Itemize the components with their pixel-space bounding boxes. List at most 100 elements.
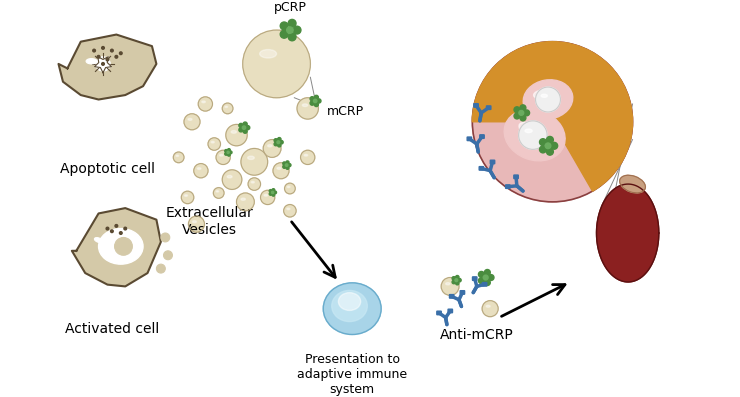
Ellipse shape <box>220 154 223 156</box>
Ellipse shape <box>248 156 255 160</box>
Circle shape <box>297 98 318 119</box>
Circle shape <box>514 107 520 113</box>
Circle shape <box>452 280 456 284</box>
Ellipse shape <box>287 186 290 187</box>
Circle shape <box>71 74 81 85</box>
Circle shape <box>483 275 488 280</box>
Ellipse shape <box>525 129 532 133</box>
Circle shape <box>227 153 230 156</box>
Ellipse shape <box>176 155 178 156</box>
Ellipse shape <box>338 293 360 310</box>
Circle shape <box>472 42 633 202</box>
Ellipse shape <box>251 181 255 183</box>
Circle shape <box>524 110 530 116</box>
Circle shape <box>441 278 459 295</box>
Circle shape <box>110 230 113 233</box>
Circle shape <box>539 146 546 153</box>
Circle shape <box>208 138 221 150</box>
Polygon shape <box>596 184 659 282</box>
Ellipse shape <box>184 195 187 197</box>
Circle shape <box>181 191 194 204</box>
FancyBboxPatch shape <box>491 160 495 164</box>
Circle shape <box>156 264 165 273</box>
Circle shape <box>164 251 172 260</box>
Circle shape <box>520 105 526 111</box>
Circle shape <box>263 140 281 157</box>
Circle shape <box>194 164 208 178</box>
Circle shape <box>456 276 459 279</box>
Circle shape <box>283 204 296 217</box>
Circle shape <box>283 162 286 165</box>
Ellipse shape <box>486 305 490 307</box>
FancyBboxPatch shape <box>472 277 477 280</box>
Circle shape <box>539 139 546 146</box>
Circle shape <box>272 193 275 196</box>
Ellipse shape <box>504 110 565 161</box>
Ellipse shape <box>287 208 290 210</box>
Circle shape <box>288 19 296 27</box>
Text: pCRP: pCRP <box>274 1 306 14</box>
Circle shape <box>482 301 498 317</box>
Circle shape <box>101 46 104 49</box>
Text: Extracellular
Vesicles: Extracellular Vesicles <box>166 206 254 237</box>
Text: Anti-mCRP: Anti-mCRP <box>440 328 514 342</box>
Ellipse shape <box>216 191 219 192</box>
Circle shape <box>551 143 558 149</box>
FancyBboxPatch shape <box>480 135 484 139</box>
Circle shape <box>92 49 95 52</box>
Circle shape <box>310 97 314 101</box>
Circle shape <box>310 101 314 105</box>
Ellipse shape <box>268 145 272 147</box>
Circle shape <box>273 163 289 179</box>
Circle shape <box>293 26 301 34</box>
Circle shape <box>110 49 113 52</box>
Circle shape <box>547 148 554 155</box>
Circle shape <box>213 188 224 198</box>
Circle shape <box>479 272 484 278</box>
Circle shape <box>246 125 250 130</box>
Circle shape <box>243 129 247 133</box>
FancyBboxPatch shape <box>448 309 452 313</box>
Circle shape <box>248 178 260 190</box>
Ellipse shape <box>304 154 308 156</box>
Circle shape <box>241 148 268 175</box>
Circle shape <box>226 124 247 146</box>
Circle shape <box>243 30 310 98</box>
Circle shape <box>239 123 243 127</box>
Polygon shape <box>58 35 156 100</box>
Circle shape <box>237 193 255 211</box>
Circle shape <box>288 164 291 167</box>
Circle shape <box>485 270 491 276</box>
Ellipse shape <box>619 175 645 193</box>
Ellipse shape <box>192 221 196 223</box>
Ellipse shape <box>332 291 367 322</box>
Circle shape <box>285 183 295 194</box>
Circle shape <box>272 191 274 194</box>
Circle shape <box>225 152 227 155</box>
FancyBboxPatch shape <box>486 106 491 110</box>
Circle shape <box>274 139 278 142</box>
Ellipse shape <box>260 50 277 58</box>
Circle shape <box>277 141 280 144</box>
Circle shape <box>96 57 110 71</box>
Circle shape <box>101 63 104 65</box>
Polygon shape <box>72 208 161 286</box>
Ellipse shape <box>202 101 206 103</box>
Circle shape <box>314 99 317 102</box>
Circle shape <box>317 99 321 103</box>
Circle shape <box>288 33 296 41</box>
Ellipse shape <box>98 229 143 264</box>
Ellipse shape <box>264 195 268 196</box>
Polygon shape <box>95 57 112 73</box>
Circle shape <box>216 150 230 164</box>
Ellipse shape <box>231 131 237 133</box>
Circle shape <box>278 137 281 141</box>
Circle shape <box>286 27 293 33</box>
Ellipse shape <box>534 90 554 100</box>
Circle shape <box>222 170 242 189</box>
Circle shape <box>222 103 233 114</box>
Ellipse shape <box>523 80 573 119</box>
Circle shape <box>274 191 277 194</box>
Circle shape <box>189 216 204 232</box>
Circle shape <box>479 278 484 283</box>
